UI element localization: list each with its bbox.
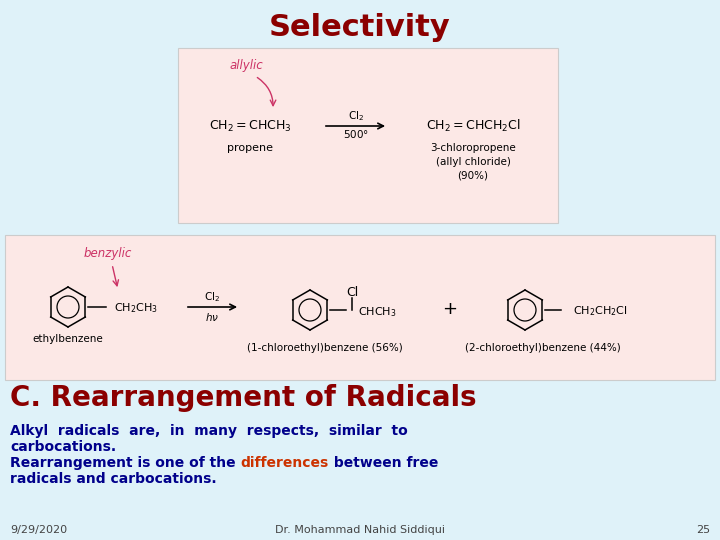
Text: differences: differences	[240, 456, 329, 470]
Text: allylic: allylic	[229, 59, 263, 72]
Text: (2-chloroethyl)benzene (44%): (2-chloroethyl)benzene (44%)	[465, 343, 621, 353]
FancyBboxPatch shape	[178, 48, 558, 223]
Text: $h\nu$: $h\nu$	[205, 311, 219, 323]
Text: $\mathrm{CH_2CH_2Cl}$: $\mathrm{CH_2CH_2Cl}$	[572, 304, 627, 318]
Text: 9/29/2020: 9/29/2020	[10, 525, 67, 535]
Text: Rearrangement is one of the: Rearrangement is one of the	[10, 456, 240, 470]
Text: (allyl chloride): (allyl chloride)	[436, 157, 510, 167]
Text: $\mathrm{Cl_2}$: $\mathrm{Cl_2}$	[348, 109, 364, 123]
Text: propene: propene	[227, 143, 273, 153]
FancyBboxPatch shape	[5, 235, 715, 380]
Text: between free: between free	[329, 456, 438, 470]
Text: benzylic: benzylic	[84, 246, 132, 260]
Text: $\mathrm{500°}$: $\mathrm{500°}$	[343, 128, 369, 140]
Text: +: +	[443, 300, 457, 318]
Text: carbocations.: carbocations.	[10, 440, 116, 454]
Text: $\mathrm{CHCH_3}$: $\mathrm{CHCH_3}$	[358, 305, 396, 319]
Text: (90%): (90%)	[457, 171, 488, 181]
Text: 25: 25	[696, 525, 710, 535]
Text: $\mathrm{CH_2CH_3}$: $\mathrm{CH_2CH_3}$	[114, 301, 158, 315]
Text: 3-chloropropene: 3-chloropropene	[430, 143, 516, 153]
Text: C. Rearrangement of Radicals: C. Rearrangement of Radicals	[10, 384, 477, 412]
Text: $\mathrm{CH_2{=}CHCH_2Cl}$: $\mathrm{CH_2{=}CHCH_2Cl}$	[426, 118, 521, 134]
Text: Cl: Cl	[346, 286, 358, 299]
Text: (1-chloroethyl)benzene (56%): (1-chloroethyl)benzene (56%)	[247, 343, 403, 353]
Text: Alkyl  radicals  are,  in  many  respects,  similar  to: Alkyl radicals are, in many respects, si…	[10, 424, 408, 438]
Text: radicals and carbocations.: radicals and carbocations.	[10, 472, 217, 486]
Text: Selectivity: Selectivity	[269, 14, 451, 43]
Text: $\mathrm{Cl_2}$: $\mathrm{Cl_2}$	[204, 290, 220, 304]
Text: ethylbenzene: ethylbenzene	[32, 334, 104, 344]
Text: Dr. Mohammad Nahid Siddiqui: Dr. Mohammad Nahid Siddiqui	[275, 525, 445, 535]
Text: $\mathrm{CH_2{=}CHCH_3}$: $\mathrm{CH_2{=}CHCH_3}$	[209, 118, 292, 133]
